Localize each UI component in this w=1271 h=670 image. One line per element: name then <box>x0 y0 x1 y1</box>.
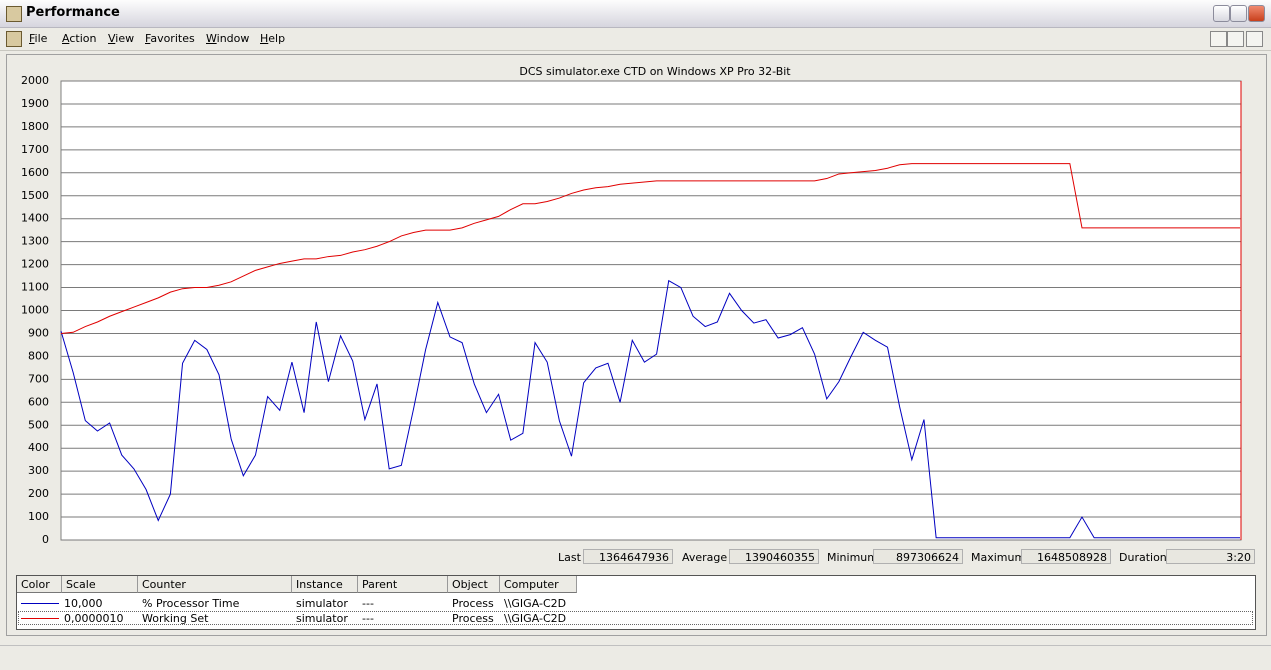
mdi-minimize[interactable] <box>1210 31 1227 47</box>
stat-value: 1648508928 <box>1021 549 1111 564</box>
legend-cell: % Processor Time <box>142 597 240 610</box>
y-tick-label: 1700 <box>21 143 49 156</box>
y-tick-label: 900 <box>28 326 49 339</box>
column-header: Parent <box>358 576 448 593</box>
close-button[interactable] <box>1248 5 1265 22</box>
app-icon <box>6 6 22 22</box>
legend-cell: 0,0000010 <box>64 612 124 625</box>
mdi-close[interactable] <box>1246 31 1263 47</box>
y-tick-label: 1200 <box>21 258 49 271</box>
menu-item[interactable]: View <box>108 32 135 45</box>
maximize-button[interactable] <box>1230 5 1247 22</box>
column-header: Scale <box>62 576 138 593</box>
stat-value: 897306624 <box>873 549 963 564</box>
status-bar <box>0 645 1271 670</box>
mdi-restore[interactable] <box>1227 31 1244 47</box>
color-swatch <box>21 603 59 604</box>
stat-label: Maximum <box>971 551 1026 564</box>
legend-cell: Working Set <box>142 612 209 625</box>
minimize-button[interactable] <box>1213 5 1230 22</box>
y-tick-label: 400 <box>28 441 49 454</box>
y-tick-label: 1900 <box>21 97 49 110</box>
y-tick-label: 1500 <box>21 189 49 202</box>
column-header: Object <box>448 576 500 593</box>
menu-item[interactable]: Window <box>206 32 250 45</box>
y-tick-label: 300 <box>28 464 49 477</box>
window-title: Performance <box>26 5 120 20</box>
legend-cell: simulator <box>296 597 348 610</box>
doc-icon <box>6 31 22 47</box>
stat-label: Last <box>558 551 581 564</box>
stat-value: 1364647936 <box>583 549 673 564</box>
y-tick-label: 800 <box>28 349 49 362</box>
color-swatch <box>21 618 59 619</box>
y-tick-label: 1300 <box>21 235 49 248</box>
stat-label: Average <box>682 551 728 564</box>
column-header: Color <box>17 576 62 593</box>
legend-cell: \\GIGA-C2D <box>504 612 567 625</box>
menu-item[interactable]: File <box>29 32 48 45</box>
selected-row <box>18 611 1253 625</box>
counter-legend: Color Scale Counter Instance Parent Object Com… <box>16 575 1256 630</box>
menu-item[interactable]: Help <box>260 32 286 45</box>
legend-cell: Process <box>452 612 494 625</box>
column-header: Counter <box>138 576 292 593</box>
legend-cell: simulator <box>296 612 348 625</box>
legend-cell: 10,000 <box>64 597 103 610</box>
column-header: Computer <box>500 576 577 593</box>
stat-value: 1390460355 <box>729 549 819 564</box>
chart-title: DCS simulator.exe CTD on Windows XP Pro … <box>519 65 791 78</box>
stat-value: 3:20 <box>1166 549 1255 564</box>
y-tick-label: 2000 <box>21 74 49 87</box>
legend-cell: Process <box>452 597 494 610</box>
y-tick-label: 100 <box>28 510 49 523</box>
stat-label: Minimum <box>827 551 878 564</box>
menu-item[interactable]: Favorites <box>145 32 195 45</box>
y-tick-label: 500 <box>28 418 49 431</box>
column-header: Instance <box>292 576 358 593</box>
y-tick-label: 1100 <box>21 281 49 294</box>
y-tick-label: 1800 <box>21 120 49 133</box>
title-bar: Performance <box>0 0 1271 28</box>
menu-item[interactable]: Action <box>62 32 97 45</box>
y-tick-label: 200 <box>28 487 49 500</box>
y-tick-label: 1600 <box>21 166 49 179</box>
y-tick-label: 1000 <box>21 304 49 317</box>
legend-cell: --- <box>362 612 374 625</box>
y-tick-label: 700 <box>28 372 49 385</box>
y-tick-label: 600 <box>28 395 49 408</box>
series-line <box>60 279 1240 539</box>
legend-cell: --- <box>362 597 374 610</box>
y-tick-label: 1400 <box>21 212 49 225</box>
series-line <box>60 163 1240 334</box>
y-tick-label: 0 <box>42 533 49 546</box>
menu-bar: File Action View Favorites Window Help <box>0 28 1271 51</box>
stat-label: Duration <box>1119 551 1167 564</box>
legend-cell: \\GIGA-C2D <box>504 597 567 610</box>
